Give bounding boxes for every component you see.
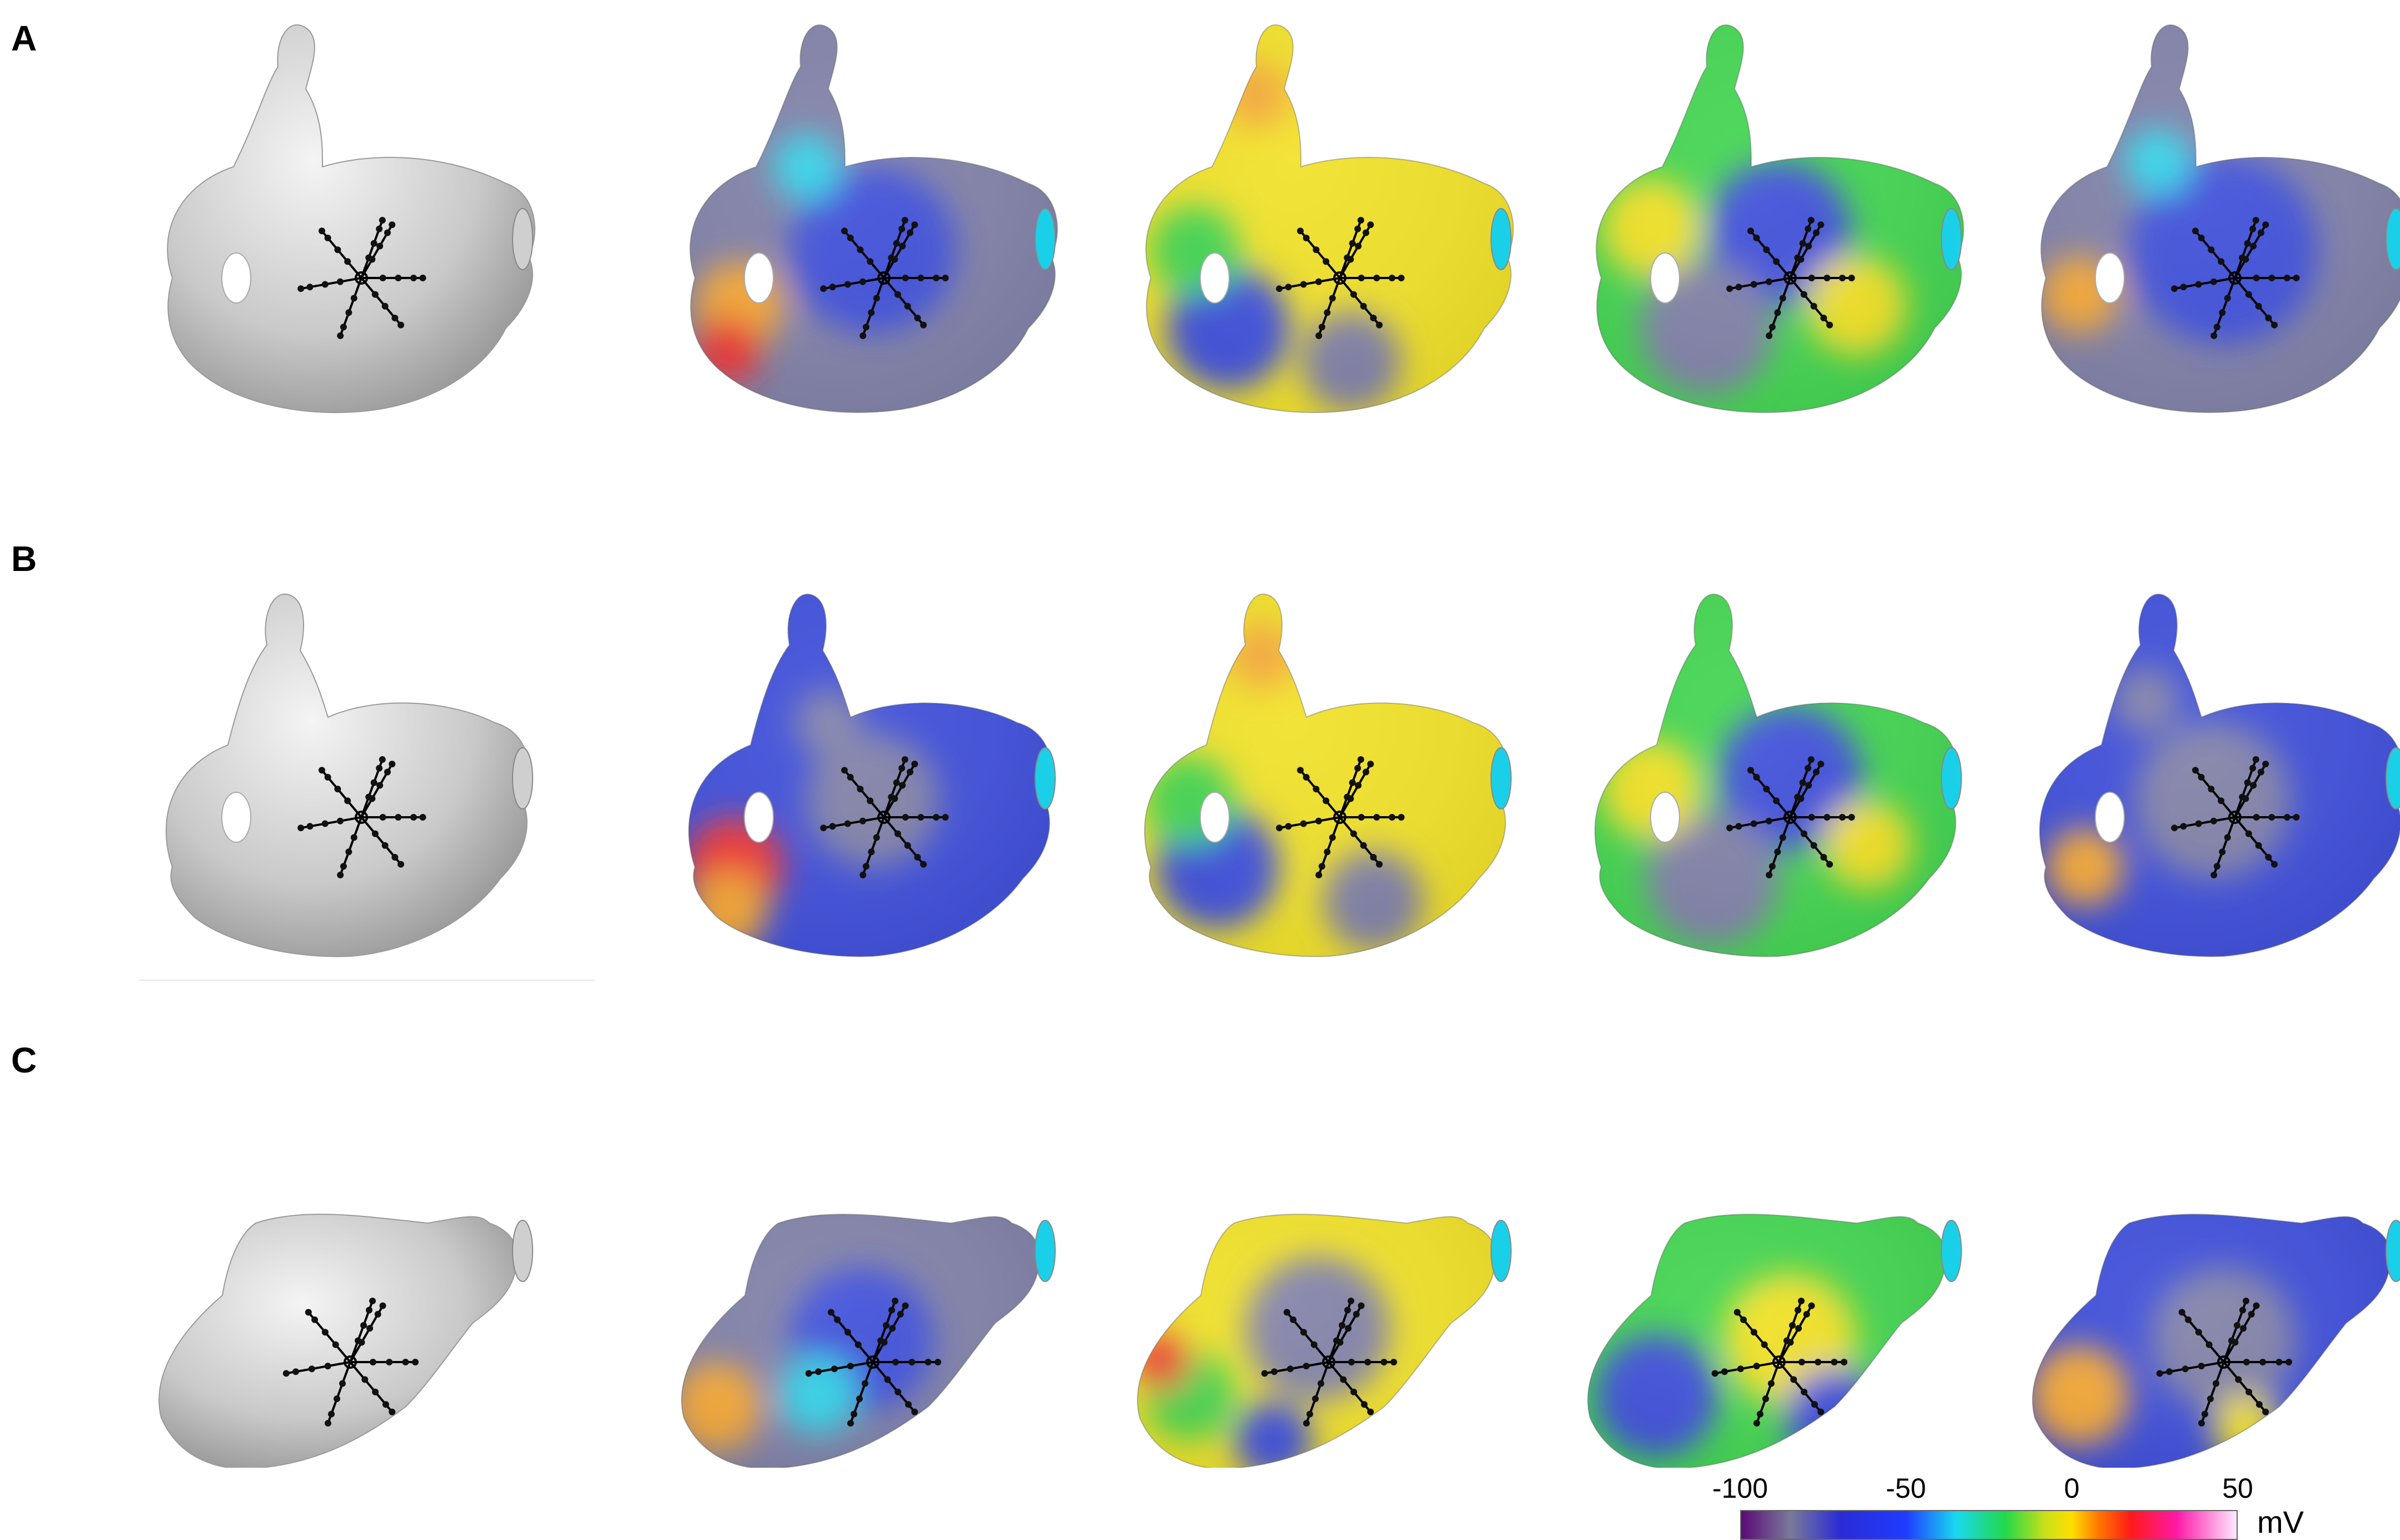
row-label-a: A xyxy=(11,18,37,58)
spiral-catheter-icon xyxy=(2171,217,2300,339)
voltage-map xyxy=(1137,1214,1495,1468)
colorbar-tick: -50 xyxy=(1886,1473,1926,1504)
colorbar-tick: 0 xyxy=(2064,1473,2080,1504)
atrium-panel-row3-col2 xyxy=(681,1214,1056,1468)
spiral-catheter-icon xyxy=(805,1298,941,1427)
panel-grid xyxy=(158,24,2400,1468)
row-label-b: B xyxy=(11,539,37,579)
vein-stub xyxy=(1490,747,1512,809)
spiral-catheter-icon xyxy=(1261,1298,1397,1427)
spiral-catheter-icon xyxy=(1726,756,1855,878)
atrium-panel-row3-col5 xyxy=(2032,1214,2400,1468)
valve-opening xyxy=(221,792,251,843)
atrium-panel-row3-col4 xyxy=(1587,1214,1962,1468)
vein-stub xyxy=(1941,208,1962,270)
spiral-catheter-icon xyxy=(282,1298,419,1427)
vein-stub xyxy=(1035,1220,1056,1282)
spiral-catheter-icon xyxy=(1276,756,1405,878)
voltage-map xyxy=(1588,1214,1946,1468)
colorbar-unit: mV xyxy=(2257,1504,2304,1539)
atrium-panel-row2-col3 xyxy=(1144,593,1512,957)
vein-stub xyxy=(1941,1220,1962,1282)
atrium-grey-model xyxy=(158,1214,518,1468)
valve-opening xyxy=(1200,792,1230,843)
voltage-map xyxy=(1146,24,1513,413)
spiral-catheter-icon xyxy=(820,756,949,878)
atrium-panel-row1-col5 xyxy=(2040,24,2400,413)
valve-opening xyxy=(221,252,251,304)
atrium-panel-row3-col1 xyxy=(158,1214,533,1468)
voltage-map xyxy=(688,594,1052,957)
valve-opening xyxy=(2095,792,2125,843)
atrium-grey-model xyxy=(167,24,535,413)
vein-stub xyxy=(2386,208,2400,270)
voltage-map xyxy=(690,24,1057,413)
valve-opening xyxy=(1650,792,1680,843)
colorbar-ticks: -100 -50 0 50 xyxy=(1712,1472,2253,1506)
vein-stub xyxy=(1490,1220,1512,1282)
spiral-catheter-icon xyxy=(2156,1298,2292,1427)
spiral-catheter-icon xyxy=(297,756,426,878)
valve-opening xyxy=(2095,252,2125,304)
colorbar-tick: 50 xyxy=(2222,1473,2253,1504)
vein-stub xyxy=(2386,747,2400,809)
atrium-panel-row2-col5 xyxy=(2039,593,2400,957)
voltage-map xyxy=(1594,594,1958,957)
atrium-panel-row2-col1 xyxy=(165,593,533,957)
voltage-map xyxy=(2041,24,2400,413)
colorbar-gradient xyxy=(1740,1510,2238,1540)
atrium-panel-row1-col4 xyxy=(1596,24,1964,413)
vein-stub xyxy=(1035,208,1056,270)
spiral-catheter-icon xyxy=(1726,217,1855,339)
voltage-map xyxy=(682,1214,1040,1468)
spiral-catheter-icon xyxy=(1276,217,1405,339)
vein-stub xyxy=(1941,747,1962,809)
vein-stub xyxy=(512,747,533,809)
spiral-catheter-icon xyxy=(297,217,426,339)
atrium-panel-row1-col2 xyxy=(689,24,1058,413)
vein-stub xyxy=(1035,747,1056,809)
vein-stub xyxy=(1490,208,1512,270)
vein-stub xyxy=(2386,1220,2400,1282)
spiral-catheter-icon xyxy=(2171,756,2300,878)
voltage-map xyxy=(1596,24,1964,413)
spiral-catheter-icon xyxy=(1711,1298,1847,1427)
valve-opening xyxy=(744,792,774,843)
voltage-map xyxy=(2039,594,2400,957)
valve-opening xyxy=(744,252,774,304)
vein-stub xyxy=(512,1220,533,1282)
atrium-panel-row2-col2 xyxy=(688,593,1056,957)
valve-opening xyxy=(1650,252,1680,304)
divider xyxy=(139,980,595,981)
voltage-map xyxy=(1144,594,1508,957)
atrium-panel-row1-col1 xyxy=(167,24,535,413)
valve-opening xyxy=(1200,252,1230,304)
row-label-c: C xyxy=(11,1040,37,1080)
colorbar-tick: -100 xyxy=(1712,1473,1768,1504)
voltage-map xyxy=(2033,1214,2391,1468)
atrium-panel-row1-col3 xyxy=(1145,24,1514,413)
spiral-catheter-icon xyxy=(820,217,949,339)
atrium-panel-row2-col4 xyxy=(1594,593,1962,957)
atrium-grey-model xyxy=(165,593,530,957)
atrium-panel-row3-col3 xyxy=(1137,1214,1512,1468)
vein-stub xyxy=(512,208,533,270)
colorbar-legend: -100 -50 0 50 xyxy=(1695,1472,2253,1540)
